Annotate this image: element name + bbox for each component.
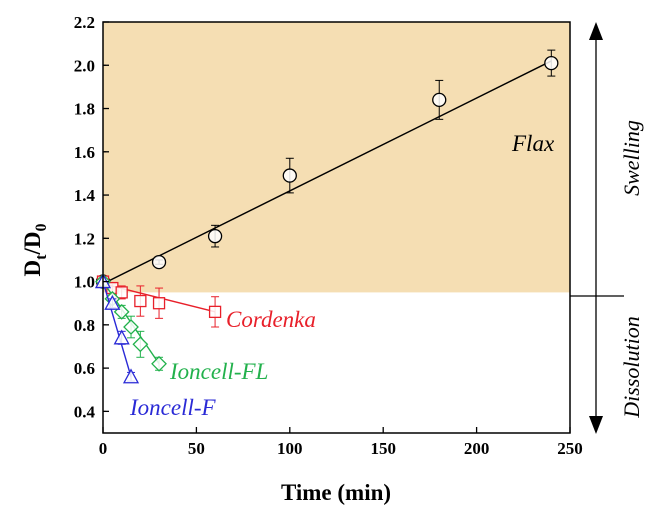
plot-frame — [102, 21, 571, 434]
y-tick-label: 2.0 — [74, 56, 95, 75]
x-tick-label: 0 — [99, 439, 108, 458]
data-point — [122, 368, 140, 384]
data-point — [151, 355, 167, 372]
x-tick-label: 200 — [464, 439, 490, 458]
data-point — [208, 305, 222, 319]
x-tick-label: 100 — [277, 439, 303, 458]
y-tick-label: 0.8 — [74, 316, 95, 335]
shaded-swelling-region — [103, 22, 570, 293]
x-tick-label: 150 — [370, 439, 396, 458]
y-tick-label: 1.4 — [74, 186, 96, 205]
y-tick-label: 1.2 — [74, 229, 95, 248]
series-label-cordenka: Cordenka — [226, 307, 316, 332]
region-arrow-down-icon — [589, 416, 603, 434]
data-point — [544, 55, 559, 71]
data-point — [132, 336, 149, 353]
series-label-ioncell-f: Ioncell-F — [129, 395, 217, 420]
y-tick-label: 0.4 — [74, 402, 96, 421]
data-point — [432, 92, 447, 108]
series-label-flax: Flax — [511, 131, 555, 156]
region-arrow-up-icon — [589, 22, 603, 40]
y-tick-label: 1.6 — [74, 143, 95, 162]
x-tick-label: 250 — [557, 439, 583, 458]
x-axis-title: Time (min) — [281, 480, 391, 505]
fit-line-ioncell-f — [102, 281, 132, 377]
data-point — [115, 286, 128, 299]
x-tick-label: 50 — [188, 439, 205, 458]
data-point — [282, 168, 297, 183]
data-point — [104, 294, 121, 310]
y-tick-label: 0.6 — [74, 359, 95, 378]
y-tick-label: 1.0 — [74, 273, 95, 292]
series-flax — [95, 49, 559, 289]
y-tick-label: 2.2 — [74, 13, 95, 32]
svg-text:Dt/D0: Dt/D0 — [20, 224, 50, 277]
series-ioncell-f — [94, 273, 140, 384]
data-point — [134, 294, 147, 308]
data-point — [207, 229, 223, 244]
swelling-label: Swelling — [619, 120, 644, 196]
dissolution-label: Dissolution — [619, 316, 644, 418]
y-axis-title: Dt/D0 — [20, 224, 50, 277]
series-label-ioncell-fl: Ioncell-FL — [169, 359, 268, 384]
data-point — [152, 297, 166, 310]
data-point — [151, 254, 167, 270]
fit-line-flax — [102, 60, 552, 285]
y-tick-label: 1.8 — [74, 100, 95, 119]
data-point — [113, 329, 130, 345]
data-point — [123, 319, 139, 335]
